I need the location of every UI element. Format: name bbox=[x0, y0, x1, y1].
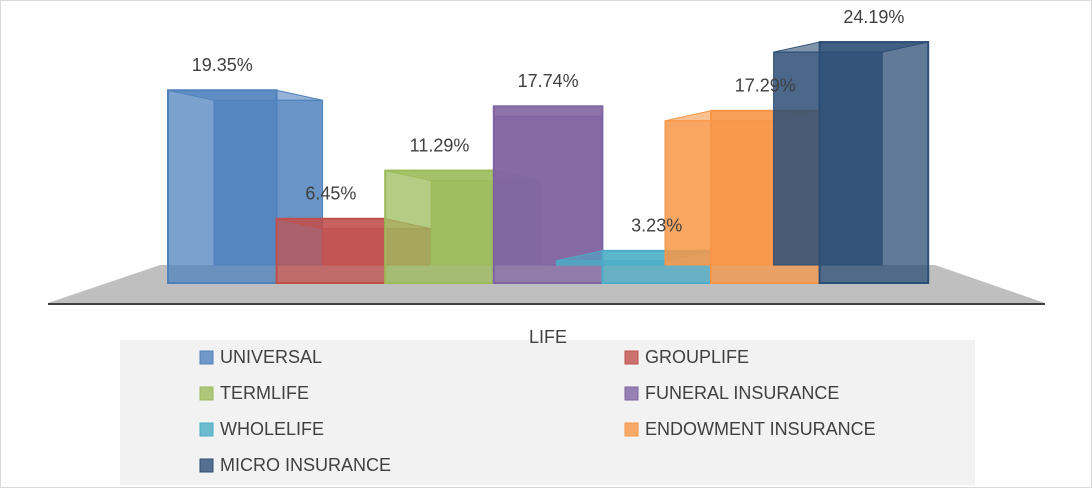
data-label: 17.29% bbox=[735, 76, 796, 96]
data-label: 11.29% bbox=[410, 135, 470, 155]
legend-label: MICRO INSURANCE bbox=[220, 455, 391, 475]
legend-label: FUNERAL INSURANCE bbox=[645, 383, 839, 403]
legend-label: ENDOWMENT INSURANCE bbox=[645, 419, 876, 439]
legend-label: WHOLELIFE bbox=[220, 419, 324, 439]
bar bbox=[492, 105, 604, 284]
legend-box bbox=[120, 340, 975, 485]
legend-label: TERMLIFE bbox=[220, 383, 309, 403]
legend-swatch bbox=[624, 350, 639, 365]
bar bbox=[167, 89, 278, 284]
bar bbox=[818, 41, 930, 285]
legend-swatch bbox=[199, 386, 214, 401]
bar bbox=[275, 217, 387, 284]
bar bbox=[384, 169, 495, 285]
data-label: 17.74% bbox=[518, 71, 579, 91]
legend-label: GROUPLIFE bbox=[645, 347, 749, 367]
data-label: 24.19% bbox=[843, 7, 904, 27]
legend-label: UNIVERSAL bbox=[220, 347, 322, 367]
data-label: 19.35% bbox=[192, 55, 253, 75]
legend-swatch bbox=[199, 350, 214, 365]
legend-swatch bbox=[199, 458, 214, 473]
bar bbox=[601, 249, 713, 284]
legend-swatch bbox=[624, 422, 639, 437]
category-label: LIFE bbox=[529, 327, 567, 347]
data-label: 6.45% bbox=[305, 184, 356, 204]
legend-swatch bbox=[624, 386, 639, 401]
data-label: 3.23% bbox=[631, 216, 682, 236]
legend-swatch bbox=[199, 422, 214, 437]
